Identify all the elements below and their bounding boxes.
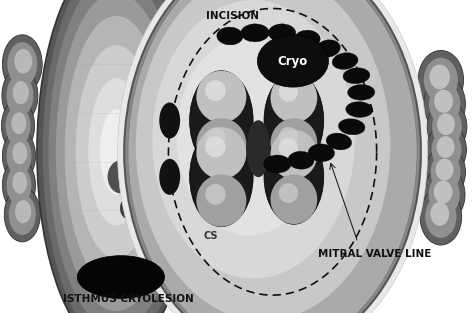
Text: ISTHMUS CRYOLESION: ISTHMUS CRYOLESION xyxy=(63,294,193,304)
Ellipse shape xyxy=(437,113,455,135)
Ellipse shape xyxy=(77,256,164,298)
Ellipse shape xyxy=(196,127,246,179)
Ellipse shape xyxy=(271,130,317,179)
Ellipse shape xyxy=(159,102,180,139)
Ellipse shape xyxy=(2,130,36,182)
Ellipse shape xyxy=(308,144,335,162)
Ellipse shape xyxy=(436,159,454,181)
Ellipse shape xyxy=(12,142,27,164)
Ellipse shape xyxy=(288,151,314,169)
Ellipse shape xyxy=(257,35,328,87)
Ellipse shape xyxy=(43,0,190,313)
Ellipse shape xyxy=(264,155,291,173)
Ellipse shape xyxy=(2,159,36,211)
Ellipse shape xyxy=(420,188,462,245)
Ellipse shape xyxy=(316,40,340,57)
Ellipse shape xyxy=(205,80,226,101)
Ellipse shape xyxy=(1,100,35,152)
Ellipse shape xyxy=(217,27,243,45)
Ellipse shape xyxy=(159,159,180,195)
Ellipse shape xyxy=(430,202,449,226)
Text: MITRAL VALVE LINE: MITRAL VALVE LINE xyxy=(318,249,431,259)
Ellipse shape xyxy=(118,0,428,313)
Ellipse shape xyxy=(268,24,296,42)
Ellipse shape xyxy=(430,153,460,192)
Ellipse shape xyxy=(11,112,27,134)
Ellipse shape xyxy=(9,194,36,235)
Ellipse shape xyxy=(205,136,226,157)
Ellipse shape xyxy=(434,90,453,113)
Ellipse shape xyxy=(12,172,27,194)
Ellipse shape xyxy=(279,127,298,147)
Ellipse shape xyxy=(176,37,321,236)
Ellipse shape xyxy=(332,53,358,69)
Ellipse shape xyxy=(432,107,462,146)
Ellipse shape xyxy=(425,195,456,238)
Ellipse shape xyxy=(346,102,373,117)
Ellipse shape xyxy=(124,0,421,313)
Ellipse shape xyxy=(56,0,176,311)
Ellipse shape xyxy=(279,82,298,102)
Ellipse shape xyxy=(294,30,320,48)
Ellipse shape xyxy=(88,78,144,226)
Ellipse shape xyxy=(48,0,184,313)
Ellipse shape xyxy=(338,119,365,135)
Ellipse shape xyxy=(347,85,375,100)
Ellipse shape xyxy=(279,183,298,203)
Ellipse shape xyxy=(426,146,465,198)
Ellipse shape xyxy=(108,160,134,193)
Text: INCISION: INCISION xyxy=(206,11,259,21)
Ellipse shape xyxy=(64,16,168,288)
Ellipse shape xyxy=(120,196,141,220)
Ellipse shape xyxy=(429,64,450,89)
Ellipse shape xyxy=(37,0,195,313)
Ellipse shape xyxy=(7,166,31,205)
Ellipse shape xyxy=(7,75,33,116)
Ellipse shape xyxy=(196,71,246,123)
Ellipse shape xyxy=(431,130,461,169)
Ellipse shape xyxy=(190,127,253,227)
Ellipse shape xyxy=(190,71,253,170)
Ellipse shape xyxy=(13,81,29,104)
Ellipse shape xyxy=(6,106,30,145)
Ellipse shape xyxy=(437,136,455,158)
Text: Cryo: Cryo xyxy=(278,54,308,68)
Ellipse shape xyxy=(434,180,453,203)
Ellipse shape xyxy=(271,175,317,224)
Ellipse shape xyxy=(14,49,32,74)
Ellipse shape xyxy=(2,68,38,123)
Ellipse shape xyxy=(427,124,466,176)
Ellipse shape xyxy=(7,136,31,175)
Ellipse shape xyxy=(429,83,460,125)
Ellipse shape xyxy=(76,45,156,259)
Ellipse shape xyxy=(241,24,269,42)
Ellipse shape xyxy=(279,138,298,158)
Ellipse shape xyxy=(136,0,390,313)
Ellipse shape xyxy=(8,42,37,86)
Text: CS: CS xyxy=(204,231,218,241)
Ellipse shape xyxy=(205,184,226,205)
Ellipse shape xyxy=(100,109,132,195)
Ellipse shape xyxy=(196,118,246,170)
Ellipse shape xyxy=(205,127,226,148)
Ellipse shape xyxy=(15,200,31,223)
Ellipse shape xyxy=(264,130,324,224)
Ellipse shape xyxy=(271,73,317,123)
Ellipse shape xyxy=(418,50,464,109)
Ellipse shape xyxy=(424,76,465,131)
Ellipse shape xyxy=(343,68,370,84)
Ellipse shape xyxy=(4,187,40,242)
Ellipse shape xyxy=(271,118,317,168)
Ellipse shape xyxy=(428,174,460,215)
Ellipse shape xyxy=(264,73,324,168)
Ellipse shape xyxy=(196,174,246,227)
Ellipse shape xyxy=(246,120,270,177)
Ellipse shape xyxy=(2,35,42,94)
Ellipse shape xyxy=(424,58,458,102)
Ellipse shape xyxy=(128,0,417,313)
Ellipse shape xyxy=(152,0,355,279)
Ellipse shape xyxy=(427,101,467,153)
Ellipse shape xyxy=(423,167,465,222)
Ellipse shape xyxy=(326,133,352,150)
